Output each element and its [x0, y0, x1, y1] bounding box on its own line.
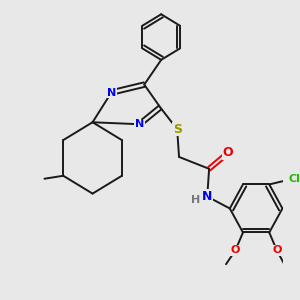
Text: N: N	[135, 119, 144, 129]
Text: O: O	[272, 245, 281, 255]
Text: H: H	[191, 194, 201, 205]
Text: N: N	[202, 190, 212, 203]
Text: N: N	[107, 88, 116, 98]
Text: O: O	[231, 245, 240, 255]
Text: O: O	[223, 146, 233, 160]
Text: S: S	[173, 123, 182, 136]
Text: Cl: Cl	[289, 175, 300, 184]
